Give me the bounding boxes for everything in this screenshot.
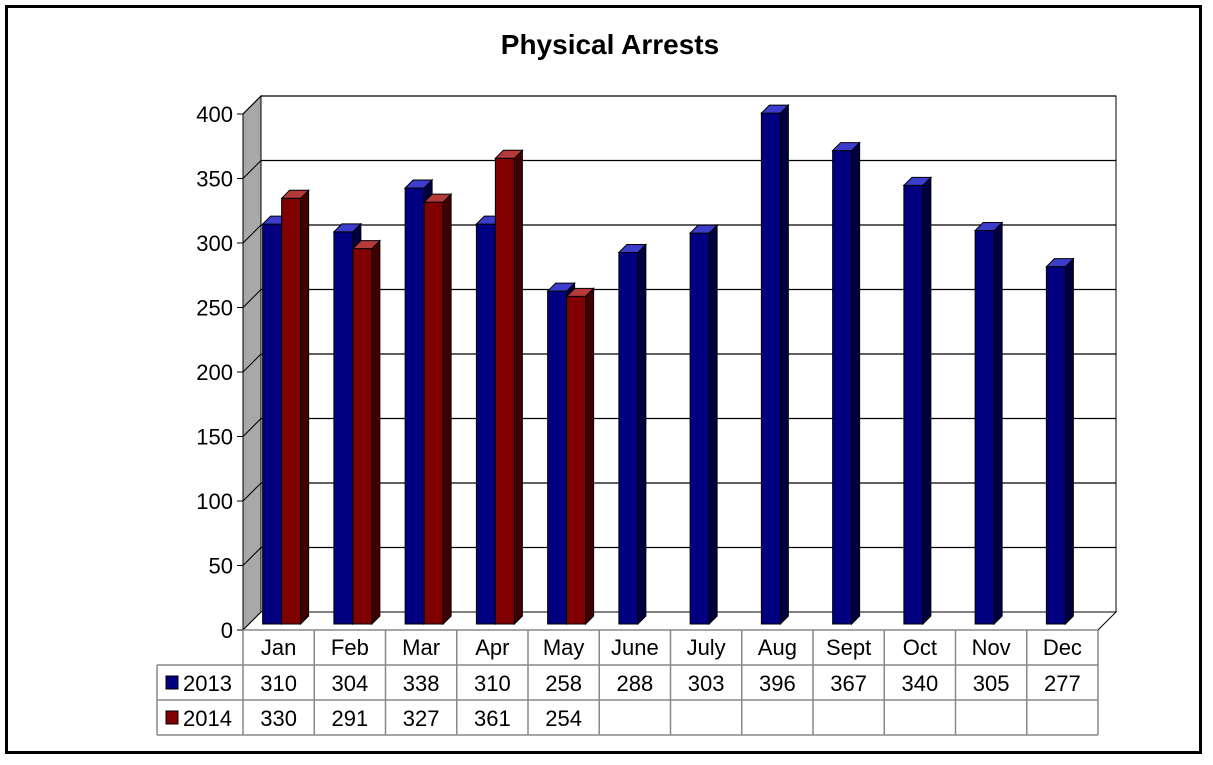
bar-side: [442, 192, 452, 626]
bar: [404, 187, 425, 625]
data-label: 327: [403, 706, 440, 731]
data-label: 277: [1044, 671, 1081, 696]
y-tick-label: 50: [209, 554, 233, 579]
bar-top: [760, 104, 790, 114]
data-label: 330: [260, 706, 297, 731]
bar-side: [1064, 257, 1074, 626]
legend-swatch: [165, 675, 179, 690]
bar-side: [779, 103, 789, 626]
data-label: 291: [332, 706, 369, 731]
bar-top: [422, 193, 453, 203]
data-label: 338: [403, 671, 440, 696]
bar-side: [513, 149, 523, 626]
bar-top: [494, 149, 524, 159]
data-label: 340: [902, 671, 939, 696]
bar-top: [546, 282, 576, 292]
bar: [333, 231, 354, 625]
y-tick-label: 100: [196, 489, 233, 514]
data-label: 310: [260, 671, 297, 696]
bar: [423, 201, 444, 625]
category-label: May: [543, 635, 585, 660]
gridline-side: [242, 160, 262, 179]
bar-top: [831, 142, 861, 152]
bar-top: [1045, 258, 1075, 268]
bar-top: [280, 189, 310, 199]
category-label: Oct: [903, 635, 937, 660]
y-tick-label: 250: [196, 296, 233, 321]
bar-top: [902, 176, 933, 186]
y-tick-label: 0: [221, 618, 233, 643]
category-label: Apr: [475, 635, 509, 660]
data-label: 361: [474, 706, 511, 731]
category-label: Dec: [1043, 635, 1082, 660]
bar-side: [993, 221, 1003, 626]
bar: [903, 184, 924, 625]
data-label: 288: [617, 671, 654, 696]
category-label: Nov: [972, 635, 1011, 660]
bar: [618, 251, 639, 625]
category-label: June: [611, 635, 659, 660]
gridline-side: [242, 224, 262, 244]
gridline-side: [242, 95, 262, 115]
bar: [974, 230, 995, 625]
gridline-side: [242, 289, 262, 308]
bar: [475, 223, 496, 625]
chart-title: Physical Arrests: [501, 29, 719, 60]
category-label: Jan: [261, 635, 296, 660]
y-tick-label: 400: [196, 102, 233, 127]
bar: [1045, 266, 1066, 625]
data-label: 310: [474, 671, 511, 696]
bar: [566, 295, 587, 625]
category-label: Feb: [331, 635, 369, 660]
bar-top: [688, 224, 719, 234]
bar: [760, 112, 781, 625]
gridline-side: [242, 482, 262, 502]
gridline-side: [242, 547, 262, 566]
bar: [494, 157, 515, 625]
data-label: 305: [973, 671, 1010, 696]
bar-top: [617, 243, 648, 253]
data-label: 396: [759, 671, 796, 696]
y-tick-label: 150: [196, 425, 233, 450]
bar-side: [708, 223, 718, 626]
bar: [262, 223, 283, 625]
y-tick-label: 300: [196, 231, 233, 256]
bar-top: [973, 222, 1004, 232]
category-label: Sept: [826, 635, 871, 660]
bar-side: [637, 243, 647, 626]
gridline-side: [242, 353, 262, 373]
bar-top: [565, 287, 595, 297]
bar: [281, 197, 302, 625]
bar-side: [371, 239, 381, 626]
category-label: July: [687, 635, 726, 660]
bar-top: [332, 223, 363, 233]
bar-top: [403, 179, 434, 189]
data-label: 258: [545, 671, 582, 696]
bar-side: [585, 287, 595, 626]
bar: [352, 248, 373, 625]
series-name: 2014: [183, 706, 232, 731]
data-label: 367: [830, 671, 867, 696]
series-name: 2013: [183, 671, 232, 696]
y-tick-label: 350: [196, 167, 233, 192]
gridline-side: [242, 418, 262, 437]
legend-swatch: [165, 710, 179, 725]
data-label: 303: [688, 671, 725, 696]
bar-side: [851, 141, 861, 626]
data-label: 254: [545, 706, 582, 731]
bar: [547, 290, 568, 625]
bar: [832, 150, 853, 625]
category-label: Aug: [758, 635, 797, 660]
y-tick-label: 200: [196, 360, 233, 385]
bar-top: [351, 240, 382, 250]
category-label: Mar: [402, 635, 440, 660]
data-label: 304: [332, 671, 369, 696]
bar-side: [300, 189, 310, 626]
bar-side: [922, 176, 932, 626]
bar: [689, 232, 710, 625]
